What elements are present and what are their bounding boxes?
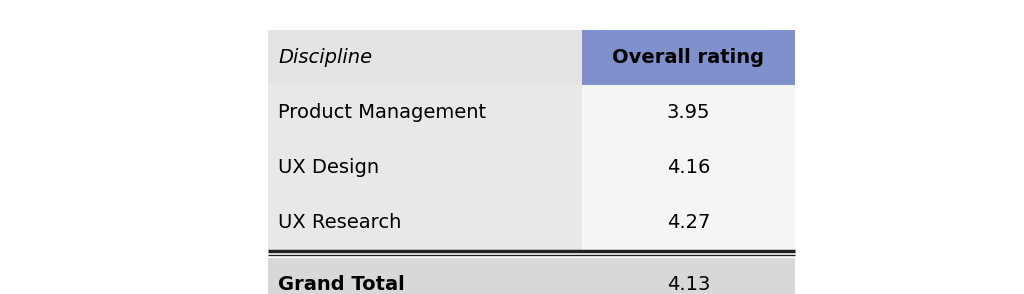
Text: UX Research: UX Research <box>278 213 401 232</box>
Bar <box>582 85 795 140</box>
Bar <box>582 30 795 85</box>
Text: Overall rating: Overall rating <box>612 48 764 67</box>
Bar <box>582 195 795 250</box>
Text: 4.27: 4.27 <box>667 213 710 232</box>
Bar <box>268 30 582 85</box>
Text: UX Design: UX Design <box>278 158 379 177</box>
Text: Discipline: Discipline <box>278 48 372 67</box>
Bar <box>268 140 582 195</box>
Text: 4.16: 4.16 <box>667 158 710 177</box>
Text: 3.95: 3.95 <box>667 103 710 122</box>
Text: Grand Total: Grand Total <box>278 275 404 293</box>
Bar <box>268 85 582 140</box>
Text: 4.13: 4.13 <box>667 275 710 293</box>
Bar <box>268 195 582 250</box>
Bar <box>582 140 795 195</box>
Text: Product Management: Product Management <box>278 103 486 122</box>
Bar <box>268 258 795 294</box>
